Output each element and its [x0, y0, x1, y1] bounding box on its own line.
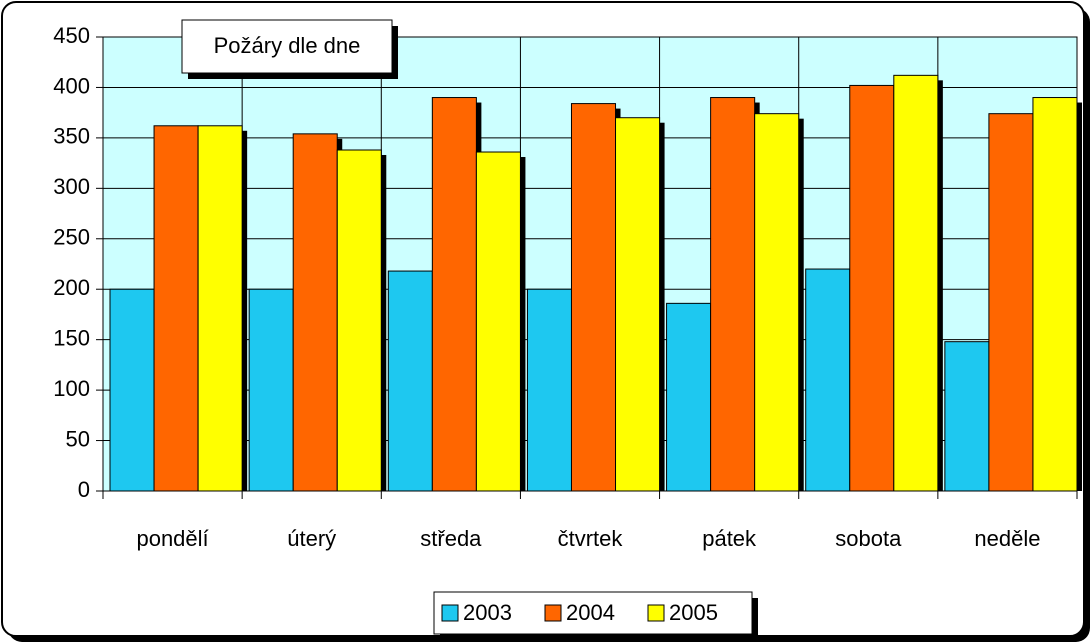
bar: [666, 302, 712, 492]
bar: [893, 74, 939, 492]
bar: [292, 133, 338, 492]
bar: [1032, 97, 1078, 492]
bar: [475, 151, 521, 492]
bar: [336, 149, 382, 492]
x-tick-label: sobota: [835, 526, 902, 551]
y-tick-label: 0: [78, 477, 90, 502]
legend-swatch: [544, 604, 562, 622]
y-tick-label: 100: [53, 376, 90, 401]
bar: [944, 341, 990, 492]
y-tick-label: 200: [53, 275, 90, 300]
x-tick-label: pondělí: [136, 526, 208, 551]
bar: [615, 117, 661, 492]
bar: [153, 125, 199, 492]
chart-title: Požáry dle dne: [214, 33, 361, 58]
x-tick-label: neděle: [974, 526, 1040, 551]
bar: [710, 97, 756, 492]
legend-label: 2005: [669, 600, 718, 625]
bar: [109, 288, 155, 492]
y-tick-label: 250: [53, 225, 90, 250]
legend-label: 2003: [463, 600, 512, 625]
y-tick-label: 350: [53, 124, 90, 149]
bar: [754, 113, 800, 492]
legend-label: 2004: [566, 600, 615, 625]
x-tick-label: úterý: [287, 526, 336, 551]
bar: [431, 97, 477, 492]
bar: [248, 288, 294, 492]
legend-swatch: [441, 604, 459, 622]
bar: [849, 84, 895, 492]
y-tick-label: 50: [66, 426, 90, 451]
bar: [805, 268, 851, 492]
bar: [988, 113, 1034, 492]
y-tick-label: 150: [53, 325, 90, 350]
y-tick-label: 300: [53, 174, 90, 199]
bar: [570, 103, 617, 492]
y-tick-label: 450: [53, 23, 90, 48]
legend-box: [433, 591, 753, 635]
x-tick-label: pátek: [702, 526, 757, 551]
title-box: [181, 19, 393, 74]
legend-swatch: [647, 604, 665, 622]
y-tick-label: 400: [53, 73, 90, 98]
bar: [197, 125, 243, 492]
x-tick-label: středa: [420, 526, 482, 551]
x-tick-label: čtvrtek: [558, 526, 624, 551]
bar: [387, 270, 433, 492]
bar: [526, 288, 572, 492]
